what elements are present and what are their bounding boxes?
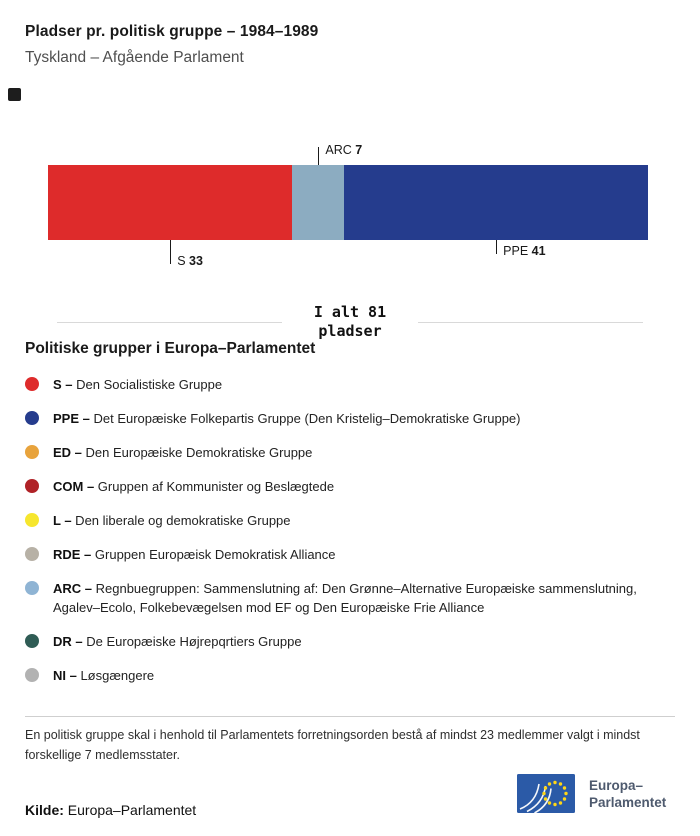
legend-desc: Den liberale og demokratiske Gruppe [71,513,291,528]
legend-item: ED – Den Europæiske Demokratiske Gruppe [25,443,670,462]
legend-color-dot [25,479,39,493]
legend-desc: Regnbuegruppen: Sammenslutning af: Den G… [53,581,637,615]
legend-label: L – Den liberale og demokratiske Gruppe [53,511,291,530]
legend-desc: Løsgængere [76,668,155,683]
legend-color-dot [25,445,39,459]
logo-text-line1: Europa– [589,777,644,793]
legend-color-dot [25,547,39,561]
legend: Politiske grupper i Europa–Parlamentet S… [25,340,670,700]
legend-item: DR – De Europæiske Højrepqrtiers Gruppe [25,632,670,651]
legend-color-dot [25,411,39,425]
legend-abbr: NI – [53,668,77,683]
total-rule-right [418,321,643,323]
source-line: Kilde: Europa–Parlamentet [25,802,196,818]
legend-abbr: ARC – [53,581,93,596]
legend-color-dot [25,513,39,527]
legend-abbr: PPE – [53,411,90,426]
legend-title: Politiske grupper i Europa–Parlamentet [25,340,316,357]
legend-abbr: RDE – [53,547,92,562]
legend-color-dot [25,668,39,682]
legend-label: DR – De Europæiske Højrepqrtiers Gruppe [53,632,302,651]
eu-flag-icon [517,774,575,813]
legend-label: S – Den Socialistiske Gruppe [53,375,222,394]
legend-color-dot [25,634,39,648]
bar-segment-s[interactable] [48,165,293,240]
legend-color-dot [25,581,39,595]
logo-text-line2: Parlamentet [589,794,667,810]
legend-item: L – Den liberale og demokratiske Gruppe [25,511,670,530]
legend-desc: Det Europæiske Folkepartis Gruppe (Den K… [89,411,521,426]
stacked-bar [48,165,648,240]
legend-item: NI – Løsgængere [25,666,670,685]
total-rule-left [57,321,282,323]
bar-segment-ppe[interactable] [344,165,648,240]
callout-arc: ARC 7 [318,143,362,165]
legend-list: S – Den Socialistiske Gruppe PPE – Det E… [25,375,670,685]
footer-divider [25,716,675,717]
ep-logo: Europa– Parlamentet [517,774,666,813]
legend-item: S – Den Socialistiske Gruppe [25,375,670,394]
legend-item: RDE – Gruppen Europæisk Demokratisk Alli… [25,545,670,564]
total-row: I alt 81 pladser [57,300,643,344]
legend-desc: Den Socialistiske Gruppe [72,377,223,392]
bar-segment-arc[interactable] [292,165,345,240]
legend-label: NI – Løsgængere [53,666,154,685]
legend-abbr: ED – [53,445,82,460]
legend-color-dot [25,377,39,391]
legend-abbr: DR – [53,634,83,649]
legend-label: RDE – Gruppen Europæisk Demokratisk Alli… [53,545,336,564]
seats-chart: S 33 ARC 7 PPE 41 [48,143,648,268]
corner-marker [8,88,21,101]
footnote: En politisk gruppe skal i henhold til Pa… [25,728,640,762]
legend-abbr: S – [53,377,73,392]
total-label-line2: pladser [318,322,382,340]
legend-desc: De Europæiske Højrepqrtiers Gruppe [82,634,302,649]
page-title: Pladser pr. politisk gruppe – 1984–1989 [25,23,319,41]
logo-text: Europa– Parlamentet [589,777,666,811]
legend-item: ARC – Regnbuegruppen: Sammenslutning af:… [25,579,670,617]
legend-item: COM – Gruppen af Kommunister og Beslægte… [25,477,670,496]
page-subtitle: Tyskland – Afgående Parlament [25,49,244,66]
callout-s: S 33 [170,240,203,268]
total-label: I alt 81 pladser [314,303,386,341]
total-label-line1: I alt 81 [313,303,387,321]
legend-item: PPE – Det Europæiske Folkepartis Gruppe … [25,409,670,428]
legend-abbr: COM – [53,479,95,494]
source-value: Europa–Parlamentet [67,802,197,818]
legend-label: ED – Den Europæiske Demokratiske Gruppe [53,443,312,462]
callout-ppe: PPE 41 [496,240,546,258]
source-label: Kilde: [25,802,64,818]
legend-label: ARC – Regnbuegruppen: Sammenslutning af:… [53,579,668,617]
legend-desc: Den Europæiske Demokratiske Gruppe [81,445,313,460]
legend-desc: Gruppen Europæisk Demokratisk Alliance [91,547,336,562]
legend-label: PPE – Det Europæiske Folkepartis Gruppe … [53,409,520,428]
legend-label: COM – Gruppen af Kommunister og Beslægte… [53,477,334,496]
legend-abbr: L – [53,513,72,528]
legend-desc: Gruppen af Kommunister og Beslægtede [94,479,335,494]
